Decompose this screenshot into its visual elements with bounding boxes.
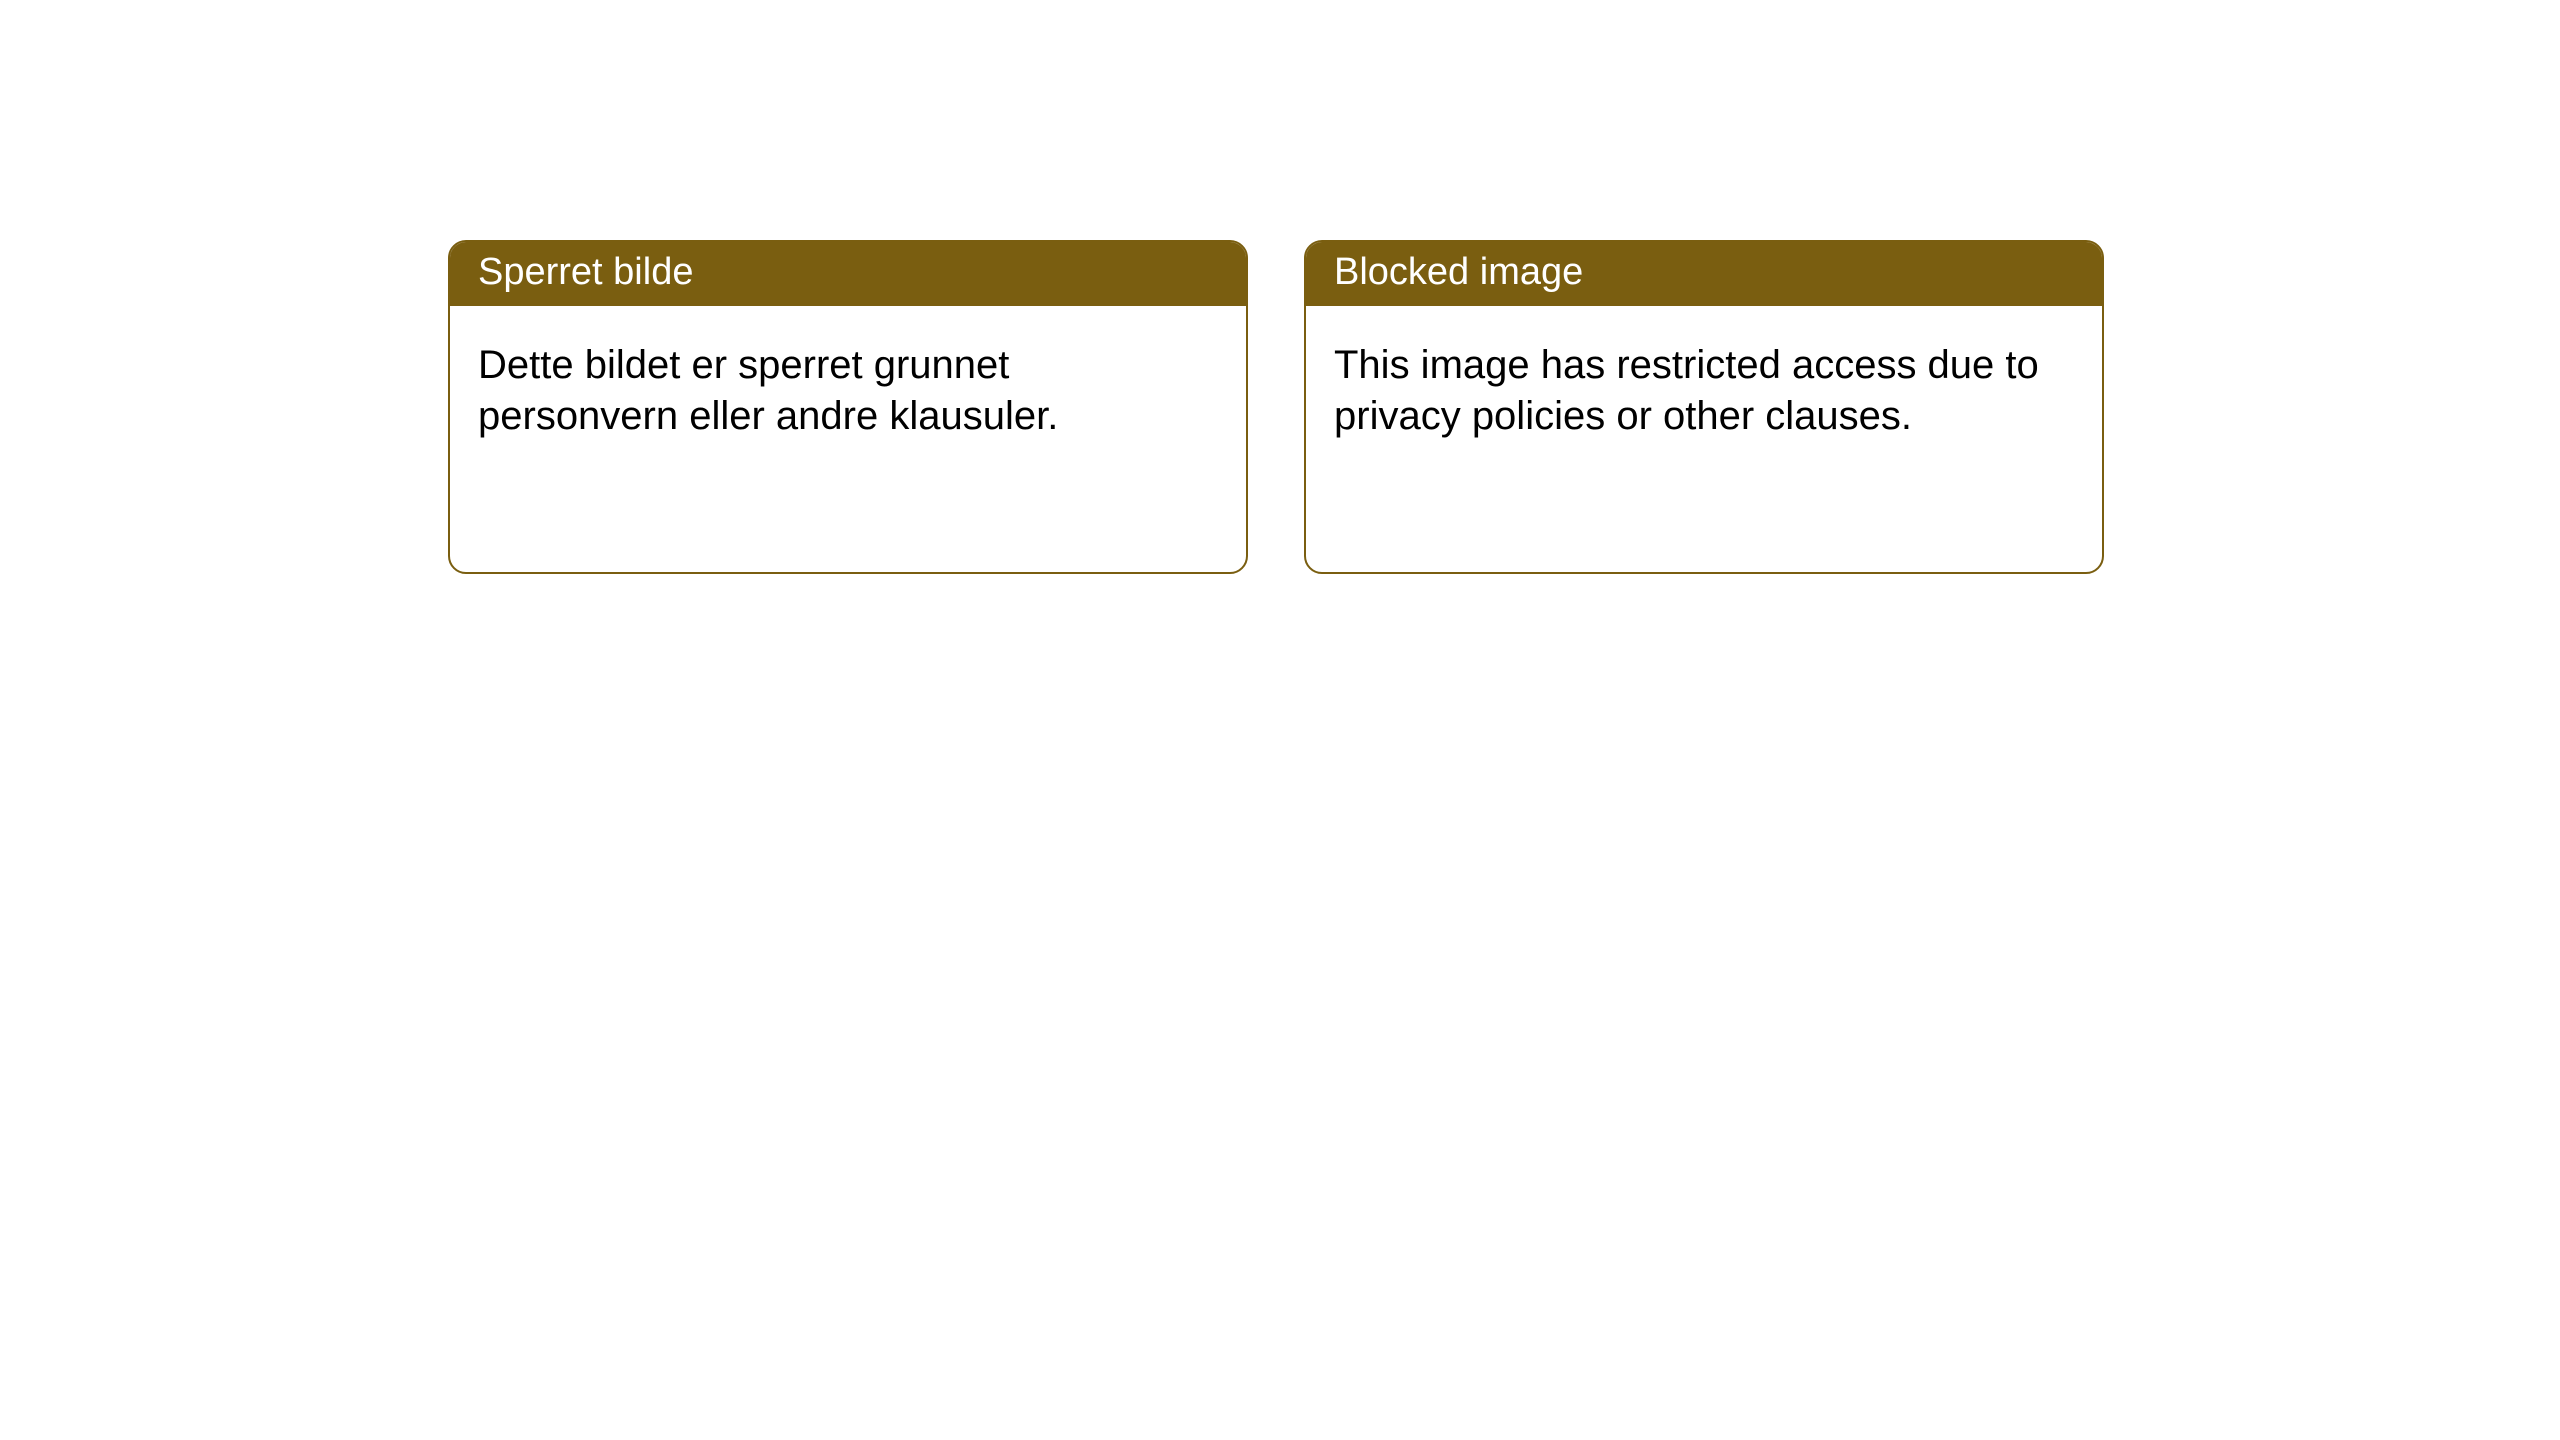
notice-body-en: This image has restricted access due to … — [1306, 306, 2102, 476]
notice-body-no: Dette bildet er sperret grunnet personve… — [450, 306, 1246, 476]
notice-box-en: Blocked image This image has restricted … — [1304, 240, 2104, 574]
notice-container: Sperret bilde Dette bildet er sperret gr… — [0, 0, 2560, 574]
notice-title-en: Blocked image — [1306, 242, 2102, 306]
notice-box-no: Sperret bilde Dette bildet er sperret gr… — [448, 240, 1248, 574]
notice-title-no: Sperret bilde — [450, 242, 1246, 306]
